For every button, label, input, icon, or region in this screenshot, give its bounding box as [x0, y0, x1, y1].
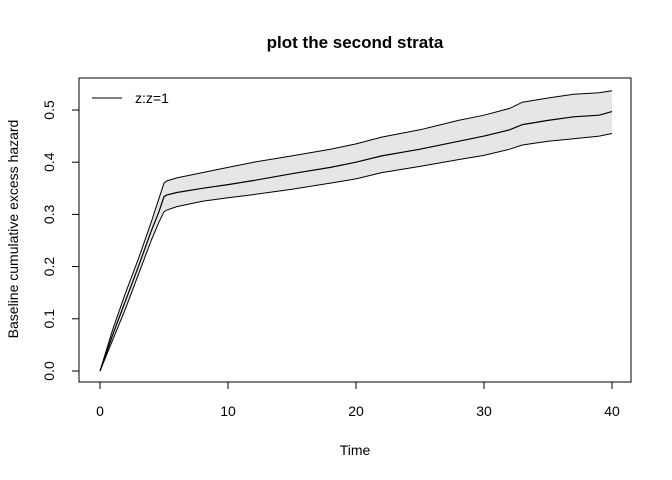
y-axis-label: Baseline cumulative excess hazard — [5, 120, 21, 339]
chart-title: plot the second strata — [267, 33, 444, 52]
x-axis-label: Time — [340, 442, 371, 458]
x-tick-label: 20 — [348, 403, 364, 419]
y-axis: 0.0 0.1 0.2 0.3 0.4 0.5 — [41, 100, 80, 381]
confidence-band-layer — [100, 90, 612, 371]
lower-bound-line — [99, 133, 613, 372]
y-tick-label: 0.2 — [41, 257, 57, 277]
upper-bound-line — [99, 90, 613, 372]
y-tick-label: 0.1 — [41, 309, 57, 329]
y-tick-label: 0.0 — [41, 361, 57, 381]
legend-entry-label: z:z=1 — [135, 90, 169, 106]
x-tick-label: 0 — [96, 403, 104, 419]
x-tick-label: 10 — [220, 403, 236, 419]
y-tick-label: 0.3 — [41, 204, 57, 224]
confidence-band-area — [100, 90, 612, 371]
x-tick-label: 30 — [476, 403, 492, 419]
y-tick-label: 0.4 — [41, 152, 57, 172]
legend: z:z=1 — [92, 90, 169, 106]
x-axis: 0 10 20 30 40 — [96, 381, 620, 419]
series-line-layer — [99, 90, 613, 372]
y-tick-label: 0.5 — [41, 100, 57, 120]
estimate-line — [99, 111, 613, 372]
x-tick-label: 40 — [604, 403, 620, 419]
